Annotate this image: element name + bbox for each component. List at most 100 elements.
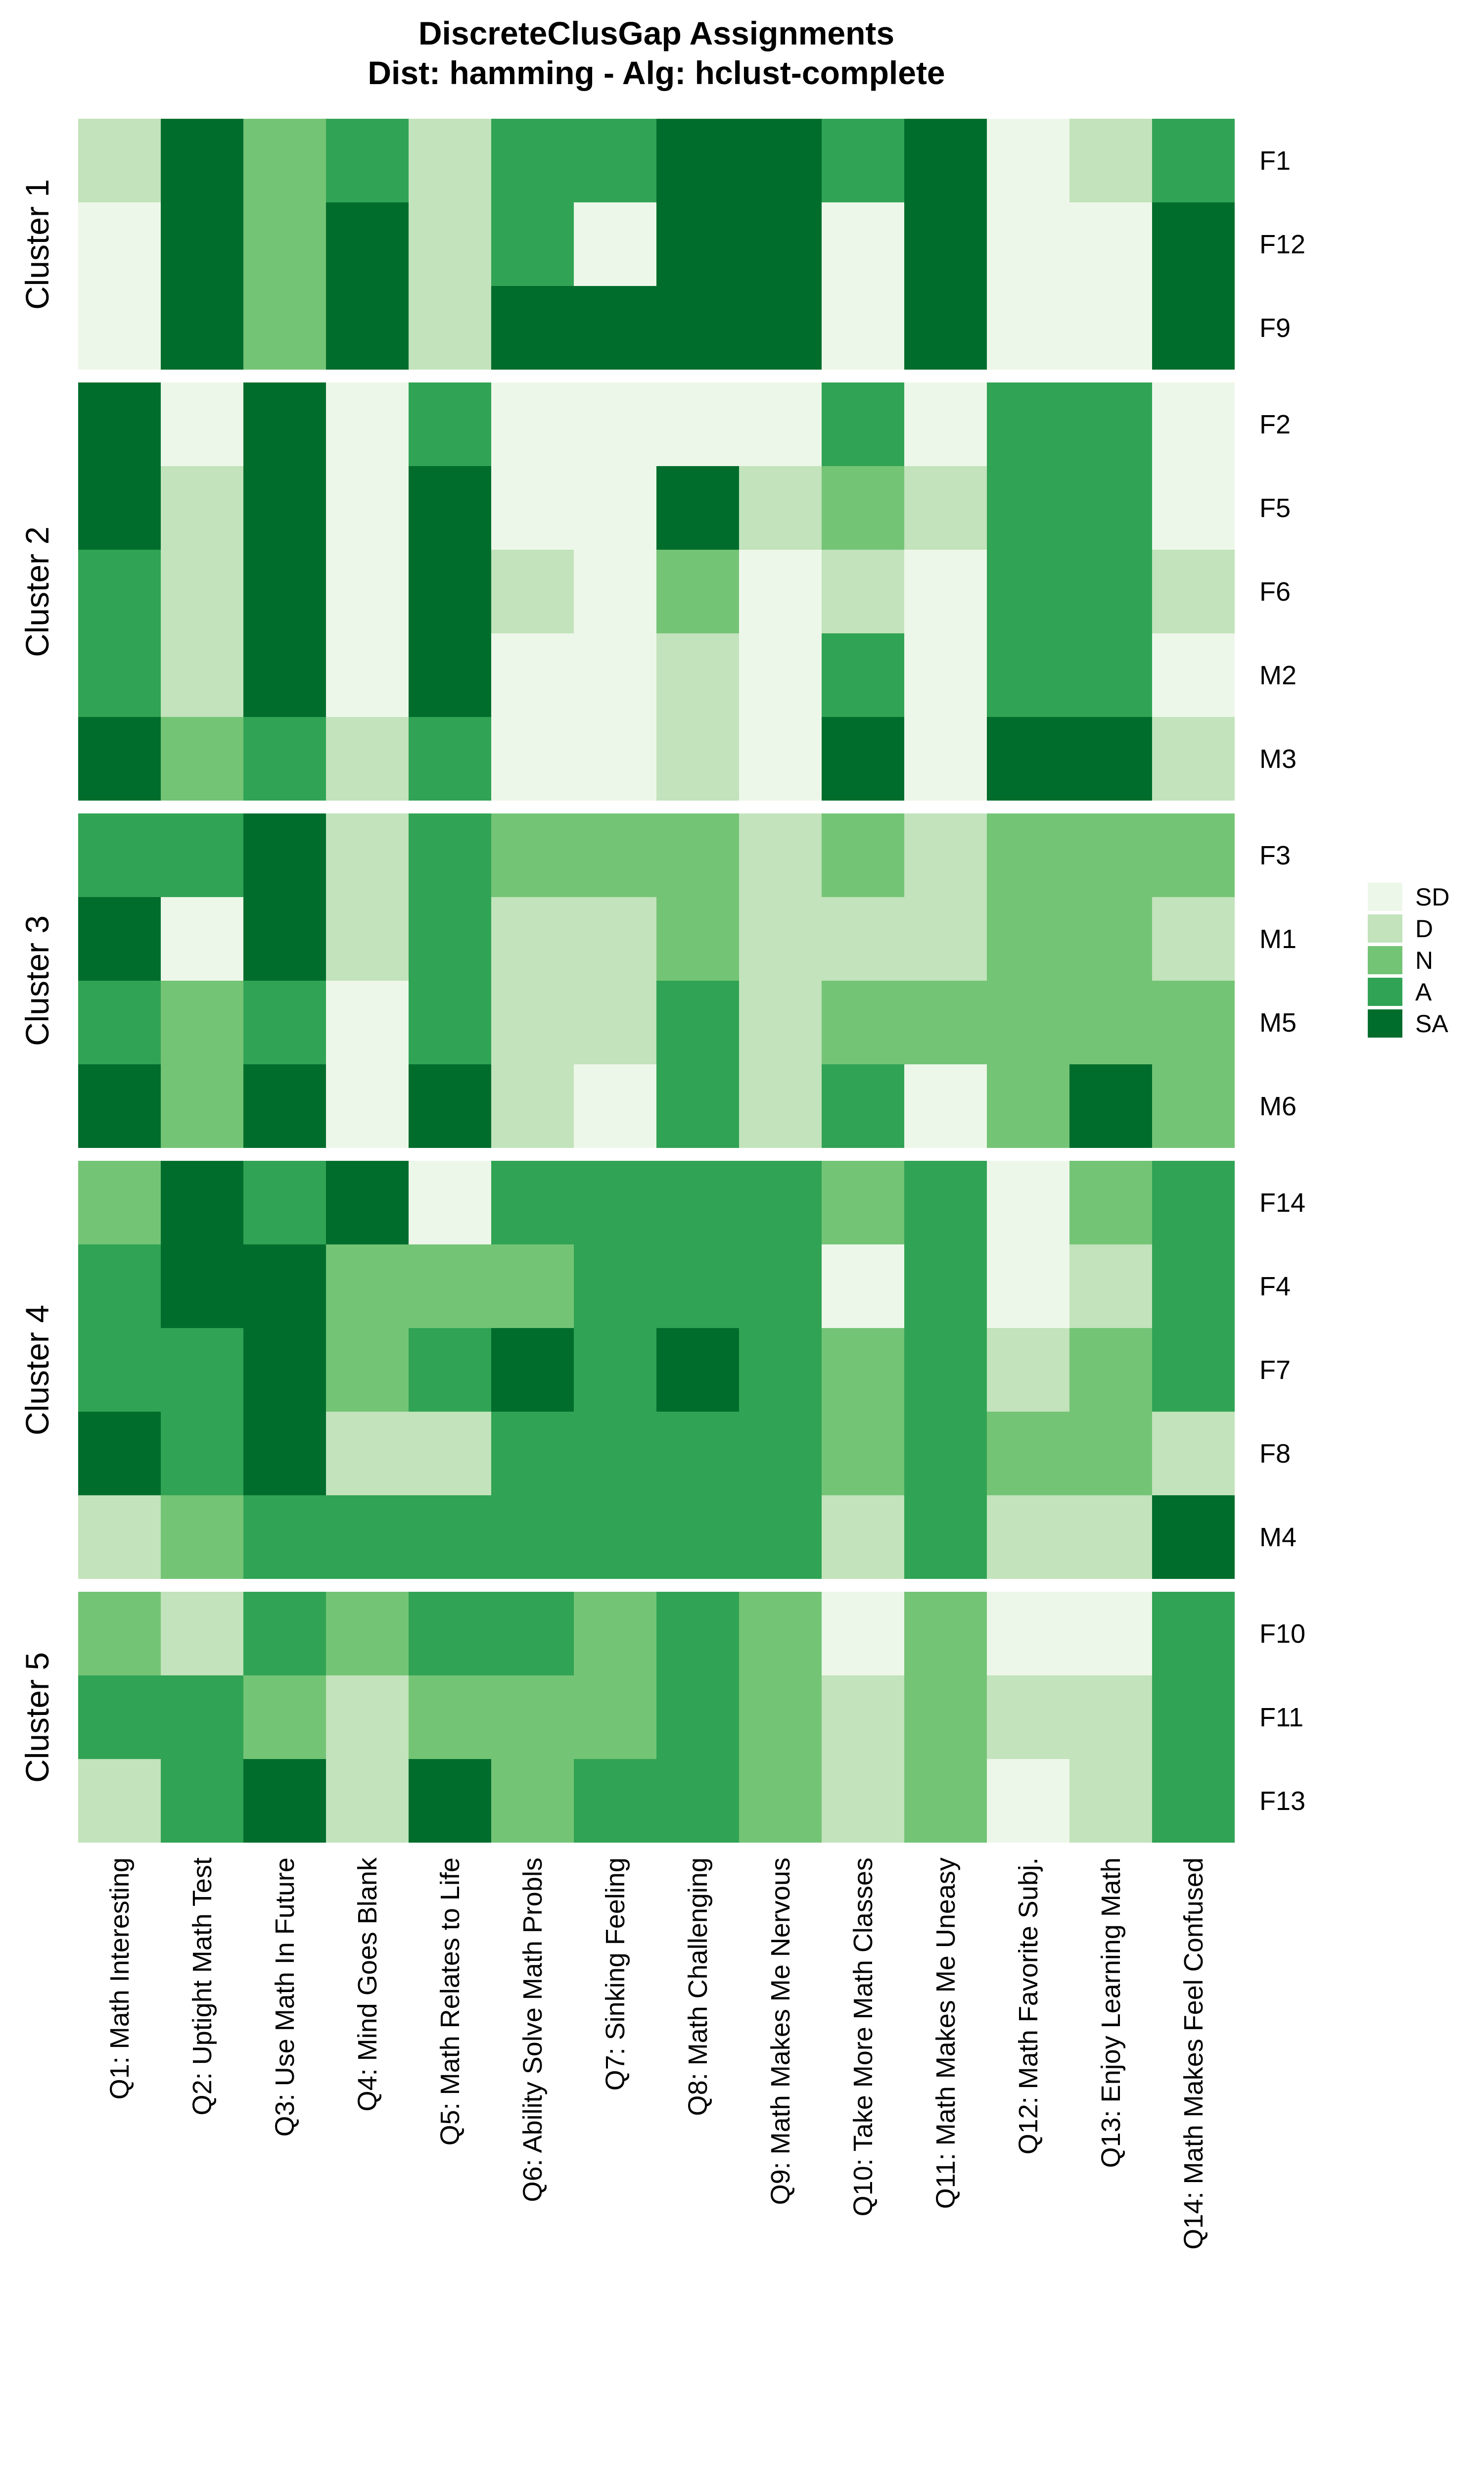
heatmap-cell — [904, 717, 987, 801]
heatmap-cell — [161, 382, 243, 466]
heatmap-cell — [243, 813, 326, 897]
heatmap-cell — [822, 382, 904, 466]
heatmap-cell — [904, 1495, 987, 1579]
heatmap-cell — [987, 813, 1069, 897]
heatmap-cell — [78, 1675, 161, 1759]
heatmap-cell — [987, 286, 1069, 370]
heatmap-cell — [1069, 286, 1152, 370]
cluster-label: Cluster 1 — [19, 179, 55, 310]
heatmap-cell — [739, 633, 822, 717]
heatmap-cell — [574, 550, 656, 633]
heatmap-cell — [326, 1161, 409, 1244]
column-label: Q5: Math Relates to Life — [435, 1857, 465, 2146]
heatmap-cell — [161, 717, 243, 801]
heatmap-cell — [243, 382, 326, 466]
heatmap-cell — [409, 1412, 491, 1495]
heatmap-cell — [326, 1328, 409, 1412]
heatmap-cell — [656, 1759, 739, 1843]
heatmap-cell — [656, 717, 739, 801]
heatmap-cell — [78, 633, 161, 717]
column-label: Q8: Math Challenging — [683, 1857, 713, 2116]
heatmap-cell — [1069, 1675, 1152, 1759]
heatmap-cell — [1152, 466, 1235, 550]
heatmap-cell — [987, 382, 1069, 466]
heatmap-cell — [574, 286, 656, 370]
heatmap-cell — [822, 981, 904, 1064]
heatmap-cell — [739, 1244, 822, 1328]
legend-label: SD — [1415, 883, 1450, 911]
heatmap-cell — [326, 1675, 409, 1759]
heatmap-cell — [491, 466, 574, 550]
heatmap-cell — [574, 1064, 656, 1148]
heatmap-cell — [78, 286, 161, 370]
heatmap-cell — [326, 1412, 409, 1495]
heatmap-cell — [1069, 550, 1152, 633]
heatmap-cell — [739, 286, 822, 370]
heatmap-cell — [78, 1328, 161, 1412]
heatmap-cell — [822, 286, 904, 370]
legend-item: N — [1368, 946, 1449, 974]
heatmap-cell — [161, 1592, 243, 1675]
cluster-label: Cluster 5 — [19, 1652, 55, 1783]
heatmap-cell — [987, 1412, 1069, 1495]
heatmap-cell — [987, 119, 1069, 202]
legend-item: A — [1368, 978, 1449, 1006]
heatmap-cell — [1152, 1161, 1235, 1244]
heatmap-cell — [739, 466, 822, 550]
heatmap-cell — [822, 1675, 904, 1759]
heatmap-cell — [491, 633, 574, 717]
heatmap-cell — [904, 633, 987, 717]
heatmap-cell — [1152, 202, 1235, 286]
heatmap-cell — [1069, 466, 1152, 550]
heatmap-cell — [409, 286, 491, 370]
heatmap-cell — [1069, 633, 1152, 717]
heatmap-cell — [822, 1592, 904, 1675]
heatmap-cell — [326, 1064, 409, 1148]
heatmap-cell — [904, 286, 987, 370]
heatmap-cell — [243, 550, 326, 633]
legend: SD D N A SA — [1368, 883, 1449, 1041]
heatmap-cell — [904, 897, 987, 981]
heatmap-cell — [822, 1328, 904, 1412]
heatmap-cell — [1152, 1064, 1235, 1148]
heatmap-cell — [243, 286, 326, 370]
heatmap-cell — [78, 897, 161, 981]
column-label: Q14: Math Makes Feel Confused — [1178, 1857, 1208, 2250]
heatmap-cell — [987, 717, 1069, 801]
heatmap-cell — [574, 466, 656, 550]
row-label: F9 — [1259, 313, 1291, 343]
heatmap-cell — [987, 202, 1069, 286]
heatmap-cell — [987, 466, 1069, 550]
heatmap-cell — [78, 981, 161, 1064]
heatmap-cell — [1152, 286, 1235, 370]
heatmap-cell — [491, 1064, 574, 1148]
heatmap-cell — [656, 382, 739, 466]
heatmap-cell — [1069, 1161, 1152, 1244]
heatmap-cell — [409, 1592, 491, 1675]
legend-swatch — [1368, 946, 1402, 974]
heatmap-cell — [1152, 813, 1235, 897]
cluster-block — [78, 1592, 1235, 1843]
heatmap-cell — [739, 1592, 822, 1675]
heatmap-cell — [409, 202, 491, 286]
heatmap-cell — [574, 1412, 656, 1495]
row-label: M6 — [1259, 1091, 1297, 1121]
legend-label: N — [1415, 946, 1434, 974]
heatmap-cell — [1069, 897, 1152, 981]
row-label: M4 — [1259, 1522, 1297, 1552]
heatmap-cell — [739, 550, 822, 633]
heatmap-cell — [161, 1161, 243, 1244]
heatmap-cell — [78, 466, 161, 550]
column-label: Q2: Uptight Math Test — [187, 1857, 217, 2116]
row-label: F14 — [1259, 1188, 1306, 1218]
heatmap-cell — [904, 550, 987, 633]
heatmap-cell — [987, 550, 1069, 633]
heatmap-cell — [243, 1592, 326, 1675]
cluster-block — [78, 119, 1235, 370]
heatmap-cell — [904, 1759, 987, 1843]
heatmap-cell — [491, 981, 574, 1064]
heatmap-cell — [243, 119, 326, 202]
heatmap-cell — [409, 1495, 491, 1579]
heatmap-cell — [574, 119, 656, 202]
heatmap-cell — [161, 1495, 243, 1579]
